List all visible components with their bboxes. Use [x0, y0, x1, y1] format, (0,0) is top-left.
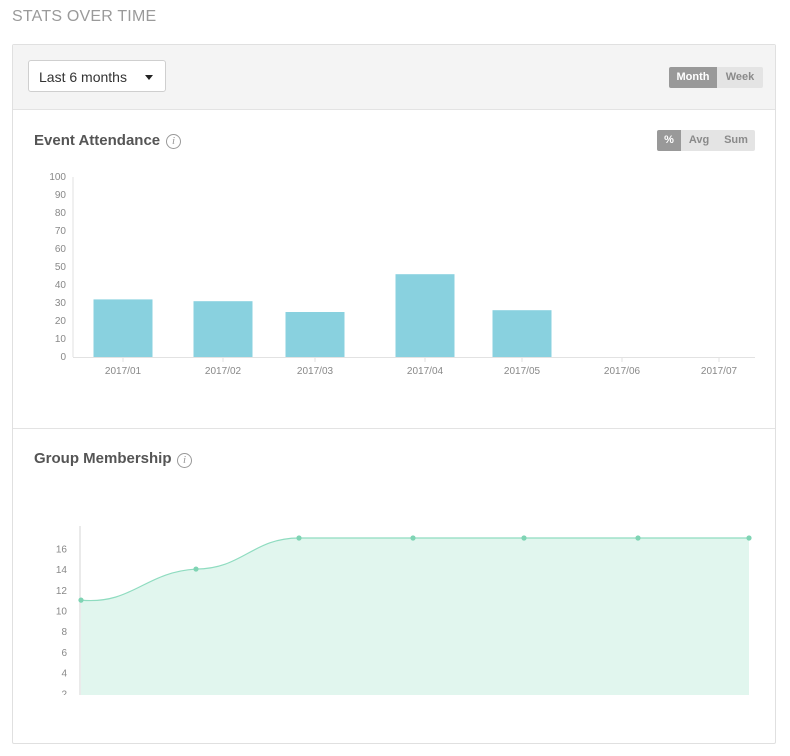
attendance-bar	[395, 274, 455, 357]
membership-point	[78, 597, 84, 603]
percent-button[interactable]: %	[657, 130, 681, 151]
sum-button[interactable]: Sum	[717, 130, 755, 151]
x-tick-label: 2017/04	[407, 366, 444, 377]
x-tick-label: 2017/03	[297, 366, 334, 377]
y-tick-label: 4	[61, 669, 67, 680]
y-tick-label: 90	[55, 190, 67, 201]
group-membership-chart: 02468101214162017/012017/022017/032017/0…	[56, 526, 752, 695]
y-tick-label: 70	[55, 226, 67, 237]
membership-point	[746, 535, 752, 541]
group-membership-title: Group Membership	[34, 450, 172, 467]
stats-panel: Last 6 months Month Week Event Attendanc…	[12, 44, 776, 744]
x-tick-label: 2017/01	[105, 366, 142, 377]
info-icon[interactable]: i	[166, 134, 181, 149]
membership-point	[193, 566, 199, 572]
week-button[interactable]: Week	[717, 67, 763, 88]
y-tick-label: 100	[49, 172, 66, 183]
attendance-bar	[492, 310, 552, 357]
x-tick-label: 2017/07	[701, 366, 738, 377]
y-tick-label: 20	[55, 316, 67, 327]
y-tick-label: 14	[56, 565, 68, 576]
membership-point	[521, 535, 527, 541]
y-tick-label: 50	[55, 262, 67, 273]
membership-point	[296, 535, 302, 541]
y-tick-label: 80	[55, 208, 67, 219]
info-icon[interactable]: i	[177, 453, 192, 468]
stats-toolbar: Last 6 months Month Week	[13, 45, 775, 110]
metric-toggle: % Avg Sum	[657, 130, 755, 151]
page-title: STATS OVER TIME	[12, 8, 157, 25]
caret-down-icon	[145, 75, 153, 80]
avg-button[interactable]: Avg	[681, 130, 717, 151]
y-tick-label: 6	[61, 648, 67, 659]
y-tick-label: 40	[55, 280, 67, 291]
x-tick-label: 2017/06	[604, 366, 641, 377]
month-button[interactable]: Month	[669, 67, 717, 88]
x-tick-label: 2017/05	[504, 366, 541, 377]
y-tick-label: 2	[61, 689, 67, 695]
y-tick-label: 10	[55, 334, 67, 345]
date-range-value: Last 6 months	[39, 69, 127, 85]
event-attendance-chart: 0 10 20 30 40 50 60 70 80 90 100 2017/01 2017/02 2017…	[49, 172, 755, 377]
attendance-bar	[93, 299, 153, 357]
section-divider	[13, 428, 775, 429]
y-tick-label: 10	[56, 606, 68, 617]
y-tick-label: 16	[56, 544, 68, 555]
x-tick-label: 2017/02	[205, 366, 242, 377]
membership-area	[81, 538, 749, 695]
date-range-select[interactable]: Last 6 months	[28, 60, 166, 92]
y-tick-label: 30	[55, 298, 67, 309]
attendance-bar	[285, 312, 345, 357]
y-tick-label: 12	[56, 586, 68, 597]
membership-point	[410, 535, 416, 541]
period-toggle: Month Week	[669, 67, 763, 88]
attendance-bar	[193, 301, 253, 357]
y-tick-label: 8	[61, 627, 67, 638]
event-attendance-title: Event Attendance	[34, 132, 161, 149]
y-tick-label: 60	[55, 244, 67, 255]
membership-point	[635, 535, 641, 541]
y-tick-label: 0	[60, 352, 66, 363]
